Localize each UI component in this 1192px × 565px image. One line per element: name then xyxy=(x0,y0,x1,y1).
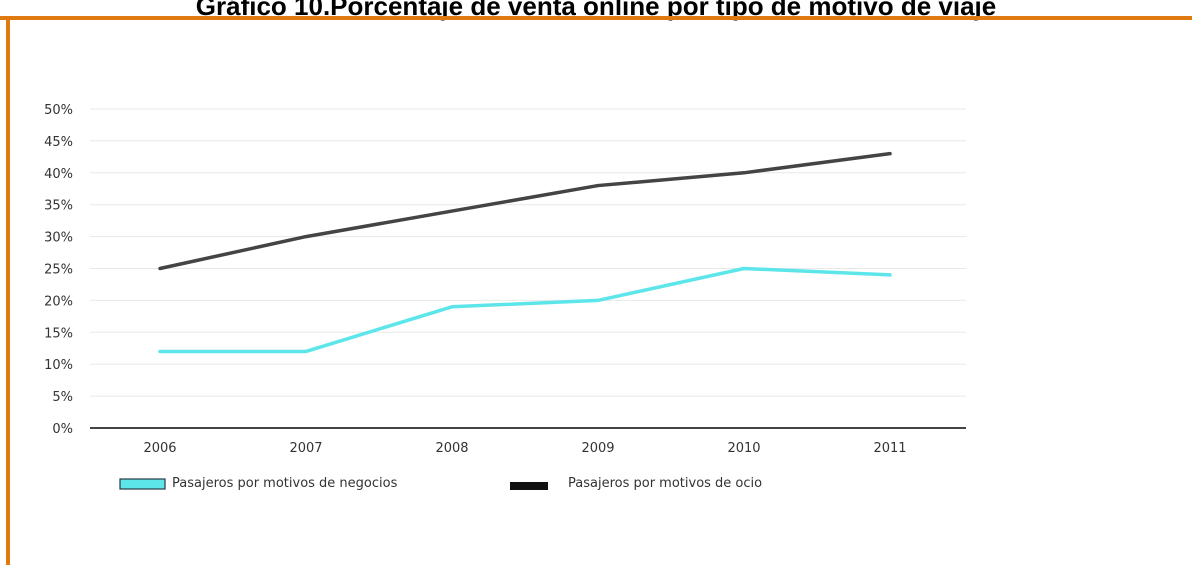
y-tick-label: 25% xyxy=(44,263,73,278)
y-tick-label: 10% xyxy=(44,358,73,373)
x-tick-label: 2011 xyxy=(873,441,906,456)
legend-label-2: Pasajeros por motivos de ocio xyxy=(568,476,762,491)
x-axis-ticks: 2006 2007 2008 2009 2010 2011 xyxy=(143,441,906,456)
legend-swatch-2 xyxy=(510,482,548,490)
y-tick-label: 50% xyxy=(44,103,73,118)
x-tick-label: 2010 xyxy=(727,441,760,456)
legend-swatch-1 xyxy=(119,478,166,490)
y-tick-label: 35% xyxy=(44,199,73,214)
y-tick-label: 15% xyxy=(44,326,73,341)
y-tick-label: 40% xyxy=(44,167,73,182)
x-tick-label: 2007 xyxy=(289,441,322,456)
y-tick-label: 20% xyxy=(44,294,73,309)
frame-left-border xyxy=(6,16,10,565)
x-tick-label: 2008 xyxy=(435,441,468,456)
series-line-1 xyxy=(158,266,892,354)
series-lines xyxy=(158,151,892,354)
x-tick-label: 2006 xyxy=(143,441,176,456)
x-tick-label: 2009 xyxy=(581,441,614,456)
y-tick-label: 30% xyxy=(44,231,73,246)
frame-top-border xyxy=(0,16,1192,20)
chart-title: Gráfico 10.Porcentaje de venta online po… xyxy=(195,0,997,21)
legend: Pasajeros por motivos de negocios Pasajer… xyxy=(119,476,762,491)
legend-label-1: Pasajeros por motivos de negocios xyxy=(172,476,398,491)
y-axis-ticks: 0% 5% 10% 15% 20% 25% 30% 35% 40% 45% 50% xyxy=(44,103,73,437)
grid-lines xyxy=(90,108,966,397)
y-tick-label: 5% xyxy=(52,390,73,405)
y-tick-label: 45% xyxy=(44,135,73,150)
y-tick-label: 0% xyxy=(52,422,73,437)
series-line-2 xyxy=(158,151,892,271)
